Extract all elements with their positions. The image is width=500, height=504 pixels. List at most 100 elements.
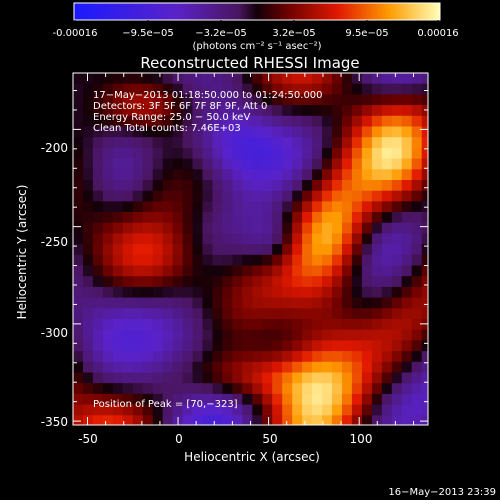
heatmap-cell [411,105,423,117]
y-tick-label: -300 [41,326,68,340]
heatmap-cell [262,297,273,309]
heatmap-cell [282,265,293,277]
heatmap-cell [73,233,84,245]
heatmap-cell [182,254,194,267]
heatmap-cell [242,115,253,128]
heatmap-cell [351,73,363,85]
heatmap-cell [432,233,443,244]
heatmap-cell [222,137,233,149]
heatmap-cell [112,94,124,106]
heatmap-cell [361,415,373,425]
heatmap-cell [172,351,184,363]
heatmap-cell [282,361,293,374]
heatmap-cell [142,105,154,117]
heatmap-cell [432,73,443,84]
heatmap-cell [381,383,393,395]
heatmap-cell [212,83,224,95]
heatmap-cell [371,265,383,277]
heatmap-cell [222,393,233,406]
heatmap-cell [252,319,263,331]
heatmap-cell [411,276,423,288]
heatmap-cell [262,393,273,406]
heatmap-cell [332,383,343,395]
heatmap-cell [83,383,94,395]
heatmap-cell [112,222,124,234]
heatmap-cell [371,73,383,85]
heatmap-cell [381,212,393,224]
heatmap-cell [332,265,343,277]
heatmap-cell [102,190,114,202]
heatmap-cell [361,115,373,128]
heatmap-cell [212,169,224,181]
heatmap-cell [262,276,273,288]
heatmap-cell [421,383,428,395]
heatmap-cell [152,83,164,95]
heatmap-cell [282,73,293,85]
heatmap-cell [152,233,164,245]
heatmap-cell [371,372,383,384]
heatmap-cell [143,426,154,437]
heatmap-cell [132,297,144,309]
heatmap-cell [371,383,383,395]
heatmap-cell [342,329,353,341]
heatmap-cell [162,351,174,363]
heatmap-cell [152,222,164,234]
heatmap-cell [421,158,428,170]
heatmap-cell [312,426,323,437]
heatmap-cell [73,361,84,374]
heatmap-cell [202,158,214,170]
heatmap-cell [351,276,363,288]
heatmap-cell [332,94,343,106]
heatmap-cell [421,222,428,234]
heatmap-cell [192,351,204,363]
heatmap-cell [73,276,84,288]
heatmap-cell [432,308,443,319]
heatmap-cell [361,319,373,331]
heatmap-cell [292,404,303,416]
heatmap-cell [142,233,154,245]
heatmap-cell [351,319,363,331]
heatmap-cell [112,372,124,384]
heatmap-cell [381,83,393,95]
heatmap-cell [122,319,134,331]
heatmap-cell [312,351,323,363]
heatmap-cell [202,115,214,128]
heatmap-cell [312,297,323,309]
info-line-time: 17−May−2013 01:18:50.000 to 01:24:50.000 [93,90,323,101]
heatmap-cell [182,222,194,234]
colorbar-tick-label: 3.2e−05 [272,28,315,39]
heatmap-cell [112,212,124,224]
heatmap-cell [232,308,243,320]
heatmap-cell [302,212,313,224]
heatmap-cell [113,426,124,437]
heatmap-cell [83,404,94,416]
heatmap-cell [292,105,303,117]
heatmap-cell [242,329,253,341]
heatmap-cell [332,137,343,149]
heatmap-cell [262,329,273,341]
heatmap-cell [112,105,124,117]
heatmap-cell [152,415,164,425]
heatmap-cell [432,84,443,95]
heatmap-cell [411,190,423,202]
heatmap-cell [292,158,303,170]
heatmap-cell [401,351,413,363]
heatmap-cell [102,244,114,256]
heatmap-cell [73,158,84,170]
heatmap-cell [122,393,134,406]
heatmap-cell [242,415,253,425]
heatmap-cell [252,201,263,213]
heatmap-cell [212,233,224,245]
heatmap-cell [292,372,303,384]
heatmap-cell [361,233,373,245]
heatmap-cell [142,126,154,138]
heatmap-cell [192,415,204,425]
heatmap-cell [212,137,224,149]
heatmap-cell [401,169,413,181]
heatmap-cell [322,83,333,95]
heatmap-cell [162,94,174,106]
heatmap-cell [292,340,303,352]
heatmap-cell [83,115,94,128]
heatmap-cell [83,180,94,192]
heatmap-cell [202,94,214,106]
